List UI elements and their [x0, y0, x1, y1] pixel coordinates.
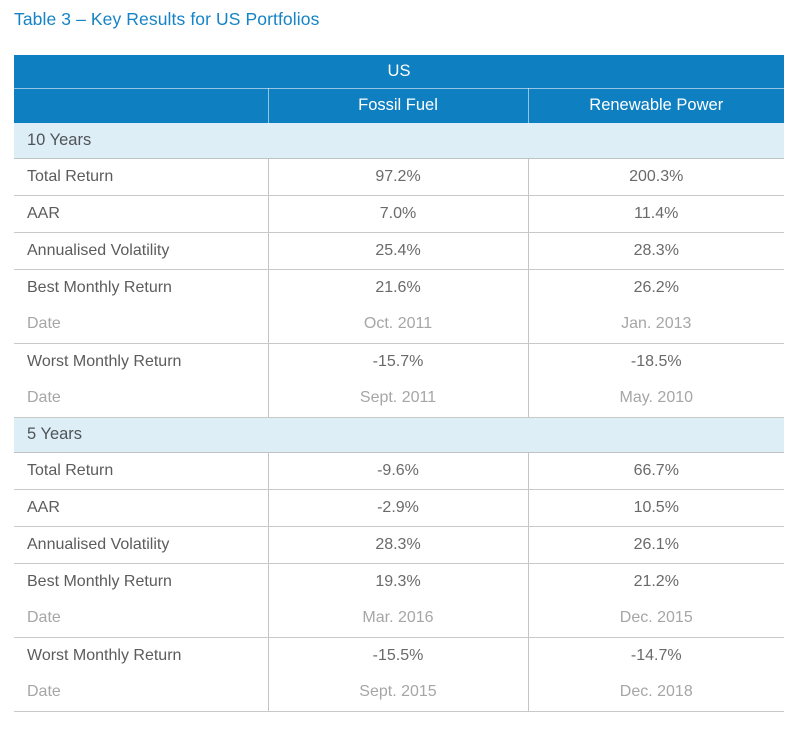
row-label: AAR [14, 489, 269, 527]
row-label: Date [14, 674, 269, 712]
fossil-fuel-value: 28.3% [268, 526, 529, 564]
fossil-fuel-value: 21.6% [268, 269, 529, 306]
row-label: Annualised Volatility [14, 232, 269, 270]
fossil-fuel-value: 19.3% [268, 563, 529, 600]
table-row-best-monthly-return-5y: Best Monthly Return 19.3% 21.2% [14, 563, 784, 600]
table-row-best-date-5y: Date Mar. 2016 Dec. 2015 [14, 600, 784, 638]
renewable-power-value: 28.3% [528, 232, 784, 270]
renewable-power-value: 200.3% [528, 158, 784, 196]
renewable-power-value: Dec. 2018 [528, 674, 784, 712]
row-label: Best Monthly Return [14, 269, 269, 306]
section-row-5-years: 5 Years [14, 417, 784, 453]
renewable-power-value: Jan. 2013 [528, 306, 784, 344]
column-header-empty [14, 88, 269, 123]
renewable-power-value: 21.2% [528, 563, 784, 600]
fossil-fuel-value: Oct. 2011 [268, 306, 529, 344]
fossil-fuel-value: Sept. 2011 [268, 380, 529, 418]
table-row-annualised-volatility-10y: Annualised Volatility 25.4% 28.3% [14, 232, 784, 270]
renewable-power-value: Dec. 2015 [528, 600, 784, 638]
renewable-power-value: May. 2010 [528, 380, 784, 418]
row-label: Total Return [14, 158, 269, 196]
table-title: Table 3 – Key Results for US Portfolios [14, 9, 320, 29]
row-label: Best Monthly Return [14, 563, 269, 600]
renewable-power-value: 66.7% [528, 452, 784, 490]
row-label: Annualised Volatility [14, 526, 269, 564]
row-label: AAR [14, 195, 269, 233]
renewable-power-value: 26.1% [528, 526, 784, 564]
fossil-fuel-value: -15.7% [268, 343, 529, 380]
table-row-worst-monthly-return-5y: Worst Monthly Return -15.5% -14.7% [14, 637, 784, 674]
table-row-worst-date-10y: Date Sept. 2011 May. 2010 [14, 380, 784, 418]
renewable-power-value: 26.2% [528, 269, 784, 306]
renewable-power-value: -14.7% [528, 637, 784, 674]
key-results-table: US Fossil Fuel Renewable Power 10 Years … [14, 55, 784, 712]
row-label: Total Return [14, 452, 269, 490]
fossil-fuel-value: 97.2% [268, 158, 529, 196]
region-header-row: US [14, 55, 784, 89]
table-row-best-monthly-return-10y: Best Monthly Return 21.6% 26.2% [14, 269, 784, 306]
table-row-worst-monthly-return-10y: Worst Monthly Return -15.7% -18.5% [14, 343, 784, 380]
fossil-fuel-value: -2.9% [268, 489, 529, 527]
row-label: Worst Monthly Return [14, 343, 269, 380]
fossil-fuel-value: 25.4% [268, 232, 529, 270]
renewable-power-value: -18.5% [528, 343, 784, 380]
table-row-worst-date-5y: Date Sept. 2015 Dec. 2018 [14, 674, 784, 712]
region-header: US [14, 55, 784, 89]
row-label: Date [14, 380, 269, 418]
table-row-aar-5y: AAR -2.9% 10.5% [14, 489, 784, 527]
fossil-fuel-value: Sept. 2015 [268, 674, 529, 712]
fossil-fuel-value: 7.0% [268, 195, 529, 233]
renewable-power-value: 11.4% [528, 195, 784, 233]
section-label: 5 Years [14, 417, 784, 453]
column-header-renewable-power: Renewable Power [528, 88, 784, 123]
renewable-power-value: 10.5% [528, 489, 784, 527]
table-row-total-return-5y: Total Return -9.6% 66.7% [14, 452, 784, 490]
row-label: Date [14, 306, 269, 344]
table-row-total-return-10y: Total Return 97.2% 200.3% [14, 158, 784, 196]
column-header-fossil-fuel: Fossil Fuel [268, 88, 529, 123]
row-label: Worst Monthly Return [14, 637, 269, 674]
table-row-aar-10y: AAR 7.0% 11.4% [14, 195, 784, 233]
section-row-10-years: 10 Years [14, 123, 784, 159]
table-row-annualised-volatility-5y: Annualised Volatility 28.3% 26.1% [14, 526, 784, 564]
table-row-best-date-10y: Date Oct. 2011 Jan. 2013 [14, 306, 784, 344]
section-label: 10 Years [14, 123, 784, 159]
fossil-fuel-value: -15.5% [268, 637, 529, 674]
row-label: Date [14, 600, 269, 638]
fossil-fuel-value: -9.6% [268, 452, 529, 490]
column-header-row: Fossil Fuel Renewable Power [14, 88, 784, 123]
fossil-fuel-value: Mar. 2016 [268, 600, 529, 638]
